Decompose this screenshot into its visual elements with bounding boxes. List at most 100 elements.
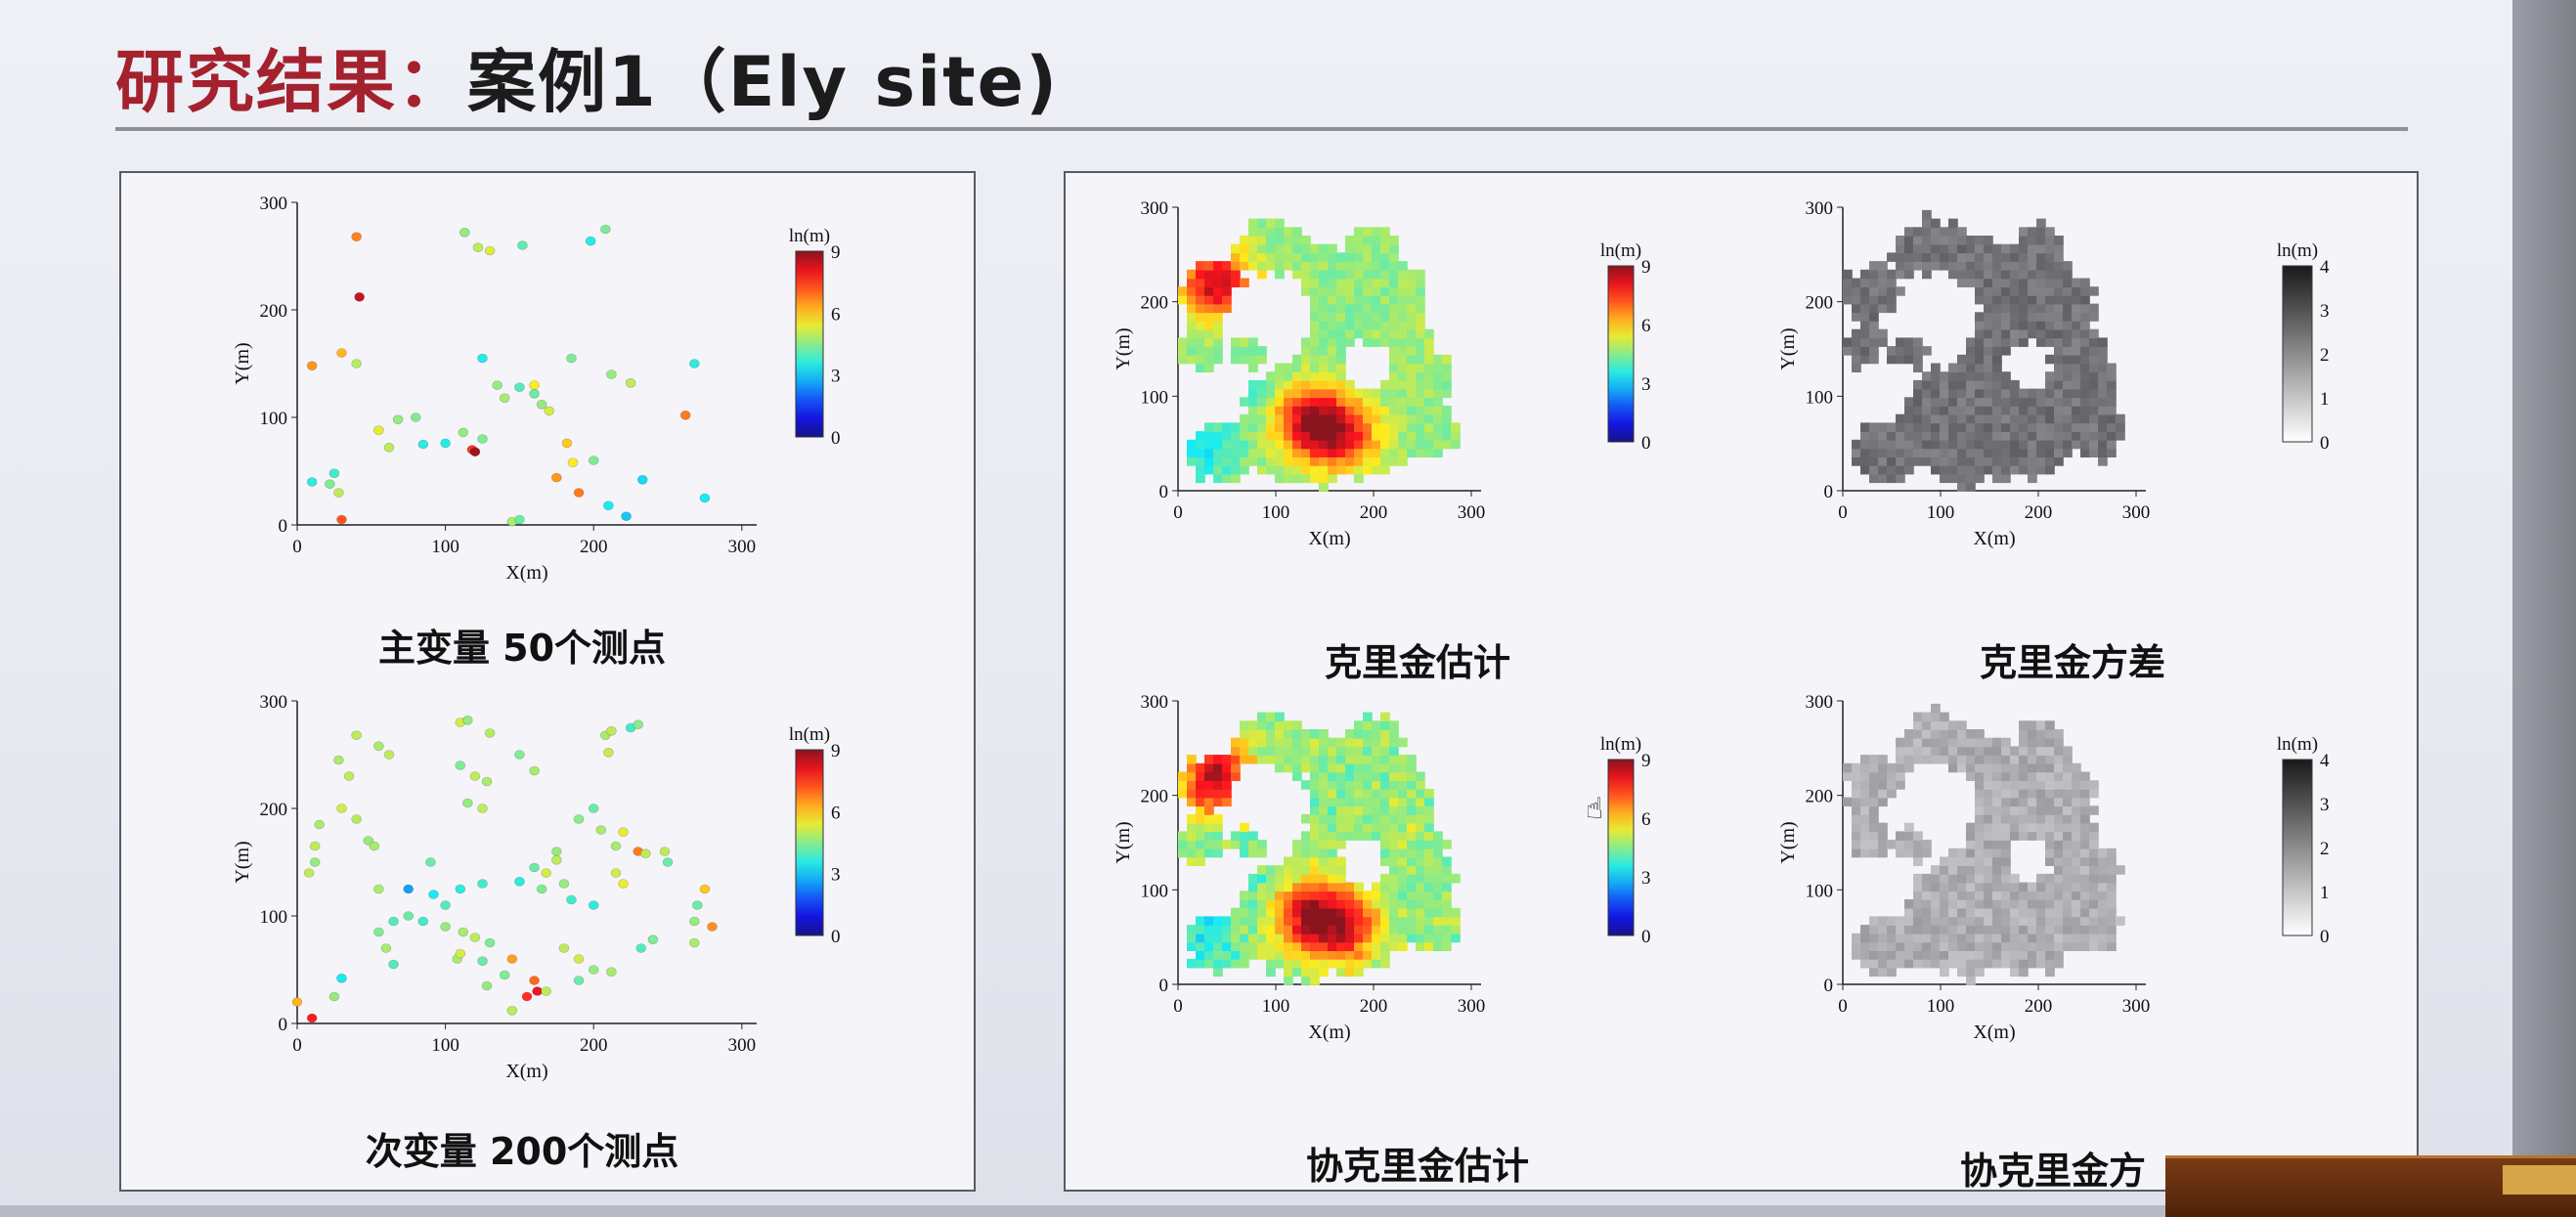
map-cell bbox=[2080, 848, 2090, 858]
map-cell bbox=[1328, 856, 1337, 866]
map-cell bbox=[1372, 397, 1381, 407]
map-cell bbox=[1992, 303, 2002, 314]
map-cell bbox=[1975, 261, 1985, 271]
map-cell bbox=[1231, 746, 1241, 756]
map-cell bbox=[2089, 397, 2099, 407]
sample-point bbox=[639, 848, 651, 858]
map-cell bbox=[1922, 346, 1932, 356]
colorbar-tick-label: 3 bbox=[831, 865, 841, 886]
map-cell bbox=[2072, 286, 2081, 296]
map-cell bbox=[2072, 873, 2081, 884]
hand-pointer-icon: ☝ bbox=[1586, 792, 1603, 826]
map-cell bbox=[2045, 891, 2055, 900]
map-cell bbox=[1310, 976, 1320, 985]
map-cell bbox=[2010, 278, 2020, 287]
map-cell bbox=[1992, 788, 2002, 799]
map-cell bbox=[1310, 252, 1320, 262]
map-cell bbox=[1424, 805, 1434, 815]
map-cell bbox=[1984, 958, 1993, 969]
map-cell bbox=[1266, 379, 1276, 390]
map-cell bbox=[1957, 406, 1967, 415]
map-cell bbox=[1310, 363, 1320, 372]
map-cell bbox=[1922, 227, 1932, 237]
map-cell bbox=[1319, 243, 1329, 254]
map-cell bbox=[1354, 958, 1364, 969]
map-cell bbox=[1292, 916, 1302, 926]
map-cell bbox=[1196, 328, 1205, 339]
map-cell bbox=[1992, 431, 2002, 441]
map-cell bbox=[1336, 814, 1346, 824]
map-cell bbox=[1389, 346, 1399, 356]
map-cell bbox=[1975, 780, 1985, 790]
map-cell bbox=[1433, 831, 1443, 841]
map-cell bbox=[1196, 464, 1205, 475]
map-cell bbox=[1187, 439, 1197, 450]
map-cell bbox=[1301, 269, 1311, 280]
map-cell bbox=[2045, 236, 2055, 245]
map-cell bbox=[2072, 439, 2081, 450]
map-cell bbox=[1301, 780, 1311, 790]
map-cell bbox=[1992, 346, 2002, 356]
map-cell bbox=[1319, 788, 1329, 799]
y-tick-label: 200 bbox=[260, 800, 288, 820]
map-cell bbox=[1380, 729, 1390, 739]
map-cell bbox=[1948, 933, 1958, 943]
map-cell bbox=[1310, 950, 1320, 960]
map-cell bbox=[1931, 236, 1941, 245]
map-cell bbox=[2080, 346, 2090, 356]
map-cell bbox=[1992, 397, 2002, 407]
map-cell bbox=[1975, 439, 1985, 450]
map-cell bbox=[2019, 294, 2029, 305]
map-cell bbox=[1860, 431, 1870, 441]
map-cell bbox=[1231, 950, 1241, 960]
map-cell bbox=[2010, 882, 2020, 892]
map-cell bbox=[1424, 422, 1434, 432]
map-cell bbox=[1975, 771, 1985, 781]
map-cell bbox=[1940, 865, 1949, 875]
map-cell bbox=[1372, 269, 1381, 280]
map-cell bbox=[1984, 456, 1993, 466]
map-cell bbox=[1222, 439, 1232, 450]
map-cell bbox=[2019, 388, 2029, 399]
map-cell bbox=[1345, 729, 1355, 739]
map-cell bbox=[1887, 303, 1897, 314]
map-cell bbox=[2028, 312, 2037, 322]
map-cell bbox=[2019, 822, 2029, 833]
map-cell bbox=[2036, 243, 2046, 254]
map-cell bbox=[1389, 831, 1399, 841]
map-cell bbox=[1345, 406, 1355, 415]
map-cell bbox=[1852, 354, 1861, 365]
map-cell bbox=[1248, 831, 1258, 841]
map-cell bbox=[1878, 439, 1888, 450]
map-cell bbox=[1975, 899, 1985, 909]
map-cell bbox=[1240, 899, 1249, 909]
map-cell bbox=[1380, 379, 1390, 390]
map-cell bbox=[2045, 312, 2055, 322]
map-cell bbox=[1424, 448, 1434, 457]
map-cell bbox=[1196, 363, 1205, 372]
map-cell bbox=[1922, 840, 1932, 849]
sample-point bbox=[499, 393, 510, 403]
map-cell bbox=[2054, 771, 2064, 781]
map-cell bbox=[1345, 941, 1355, 951]
map-cell bbox=[2054, 822, 2064, 833]
map-cell bbox=[1266, 737, 1276, 748]
map-cell bbox=[2072, 321, 2081, 330]
map-cell bbox=[2001, 406, 2011, 415]
map-cell bbox=[1213, 762, 1223, 773]
map-cell bbox=[1389, 729, 1399, 739]
map-cell bbox=[1231, 762, 1241, 773]
sample-point bbox=[455, 884, 466, 894]
map-cell bbox=[1398, 891, 1408, 900]
map-cell bbox=[1319, 907, 1329, 918]
map-cell bbox=[1398, 431, 1408, 441]
map-cell bbox=[2019, 762, 2029, 773]
map-cell bbox=[2001, 780, 2011, 790]
map-cell bbox=[1407, 755, 1417, 764]
map-cell bbox=[1992, 899, 2002, 909]
sample-point bbox=[621, 511, 632, 522]
map-cell bbox=[2019, 312, 2029, 322]
map-cell bbox=[1442, 388, 1452, 399]
map-cell bbox=[1975, 814, 1985, 824]
map-cell bbox=[1310, 439, 1320, 450]
